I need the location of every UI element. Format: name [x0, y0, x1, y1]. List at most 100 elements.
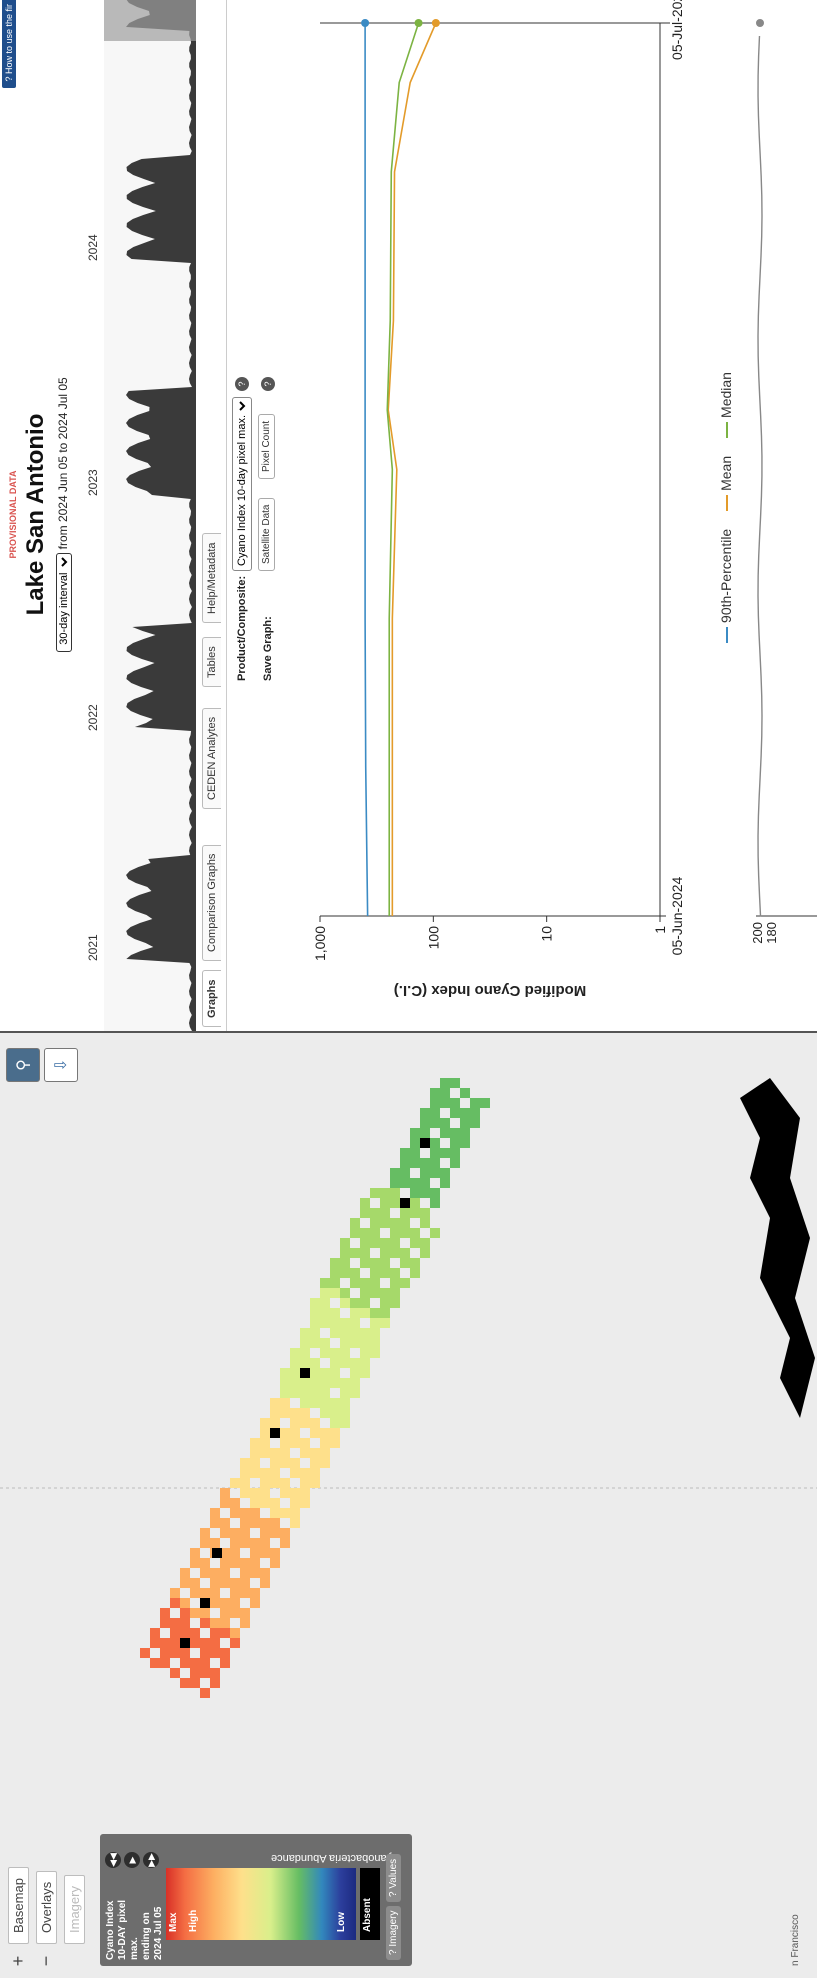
tab-comparison-graphs[interactable]: Comparison Graphs [202, 844, 221, 961]
map-tool-icons[interactable]: ⚲ ⇩ [6, 1048, 78, 1082]
cyano-pixel [360, 1348, 370, 1358]
cyano-pixel [230, 1628, 240, 1638]
cyano-pixel [300, 1498, 310, 1508]
tab-tables[interactable]: Tables [202, 637, 221, 687]
cyano-pixel [260, 1428, 270, 1438]
cyano-pixel [260, 1498, 270, 1508]
cyano-index-chart[interactable]: 1 10 100 1,000 Modified Cyano Index (C.I.) 05… [300, 0, 714, 1031]
download-icon[interactable]: ⇩ [44, 1048, 78, 1082]
pixel-count-button[interactable]: Pixel Count [258, 413, 275, 479]
timeline-year-label: 2022 [86, 704, 100, 731]
cyano-pixel [250, 1568, 260, 1578]
absent-pixel [270, 1428, 280, 1438]
cyano-pixel [260, 1528, 270, 1538]
tab-graphs[interactable]: Graphs [202, 970, 221, 1027]
cyano-pixel [340, 1348, 350, 1358]
basemap-control[interactable]: + Basemap [8, 1867, 29, 1968]
cyano-pixel [260, 1538, 270, 1548]
cyano-pixel [420, 1168, 430, 1178]
timeline-selection[interactable] [104, 0, 196, 41]
y-tick-label: 1 [652, 926, 668, 934]
cyano-pixel [380, 1248, 390, 1258]
cyano-pixel [460, 1088, 470, 1098]
cyano-pixel [320, 1318, 330, 1328]
cyano-pixel [340, 1378, 350, 1388]
product-select[interactable]: Cyano Index 10-day pixel max. [232, 397, 252, 571]
overlays-control[interactable]: − Overlays [36, 1870, 57, 1968]
cyano-pixel [310, 1328, 320, 1338]
share-icon[interactable]: ⚲ [6, 1048, 40, 1082]
cyano-pixel [340, 1288, 350, 1298]
cyano-pixel [320, 1368, 330, 1378]
cyano-pixel [280, 1388, 290, 1398]
zoom-out-button[interactable]: − [36, 1955, 56, 1967]
tab-help-metadata[interactable]: Help/Metadata [202, 533, 221, 623]
zoom-in-button[interactable]: + [8, 1955, 28, 1967]
cyano-pixel [270, 1548, 280, 1558]
how-to-use-button[interactable]: ? How to use the fir [2, 0, 16, 88]
cyano-pixel [460, 1118, 470, 1128]
product-help-icon[interactable]: ? [235, 377, 249, 391]
cyano-pixel [210, 1648, 220, 1658]
cyano-pixel [290, 1438, 300, 1448]
cyano-pixel [230, 1478, 240, 1488]
legend-date-nav[interactable]: ◀◀ ▶ ▶▶ [105, 1852, 159, 1868]
cyano-pixel [200, 1588, 210, 1598]
cyano-pixel [380, 1188, 390, 1198]
play-icon[interactable]: ▶ [124, 1852, 140, 1868]
basemap-button[interactable]: Basemap [8, 1867, 29, 1944]
next-date-icon[interactable]: ▶▶ [143, 1852, 159, 1868]
satellite-data-button[interactable]: Satellite Data [258, 497, 275, 571]
cyano-pixel [280, 1528, 290, 1538]
cyano-pixel [180, 1658, 190, 1668]
cyano-pixel [310, 1358, 320, 1368]
cyano-pixel [250, 1518, 260, 1528]
cyano-pixel [450, 1158, 460, 1168]
cyano-pixel [210, 1638, 220, 1648]
values-info-button[interactable]: ? Values [386, 1853, 401, 1902]
cyano-pixel [310, 1368, 320, 1378]
date-range-text: from 2024 Jun 05 to 2024 Jul 05 [56, 377, 70, 550]
interval-select[interactable]: 30-day interval [56, 552, 72, 652]
timeline-area [126, 0, 196, 1031]
imagery-info-button[interactable]: ? Imagery [386, 1905, 401, 1960]
series-endpoint[interactable] [431, 19, 440, 27]
cyano-pixel [350, 1388, 360, 1398]
cyano-pixel [470, 1118, 480, 1128]
cyano-pixel [220, 1488, 230, 1498]
series-endpoint[interactable] [414, 19, 423, 27]
cyano-pixel [220, 1628, 230, 1638]
legend-item-mean: Mean [718, 455, 734, 491]
cyano-pixel [430, 1088, 440, 1098]
overlays-button[interactable]: Overlays [36, 1870, 57, 1944]
cyano-pixel [210, 1588, 220, 1598]
timeline-chart[interactable] [104, 0, 196, 1031]
cyano-pixel [280, 1378, 290, 1388]
cyano-pixel [340, 1268, 350, 1278]
cyano-pixel [420, 1158, 430, 1168]
cyano-pixel [290, 1468, 300, 1478]
cyano-pixel [220, 1548, 230, 1558]
cyano-pixel [410, 1148, 420, 1158]
cyano-pixel [200, 1538, 210, 1548]
cyano-pixel [450, 1148, 460, 1158]
cyano-pixel [190, 1638, 200, 1648]
legend-low-label: Low [336, 1912, 347, 1932]
map-area[interactable]: + Basemap − Overlays Imagery Cyano Index… [0, 1033, 817, 1978]
cyano-pixel [370, 1318, 380, 1328]
cyano-pixel [340, 1338, 350, 1348]
prev-date-icon[interactable]: ◀◀ [105, 1852, 121, 1868]
cyano-pixel [350, 1328, 360, 1338]
cyano-pixel [370, 1188, 380, 1198]
timeline-year-label: 2023 [86, 469, 100, 496]
save-help-icon[interactable]: ? [261, 377, 275, 391]
cyano-pixel [190, 1668, 200, 1678]
cyano-pixel [380, 1268, 390, 1278]
cyano-pixel [230, 1638, 240, 1648]
cyano-pixel [220, 1568, 230, 1578]
tab-ceden-analytes[interactable]: CEDEN Analytes [202, 707, 221, 809]
cyano-pixel [270, 1498, 280, 1508]
cyano-pixel [160, 1608, 170, 1618]
series-endpoint[interactable] [361, 19, 370, 27]
